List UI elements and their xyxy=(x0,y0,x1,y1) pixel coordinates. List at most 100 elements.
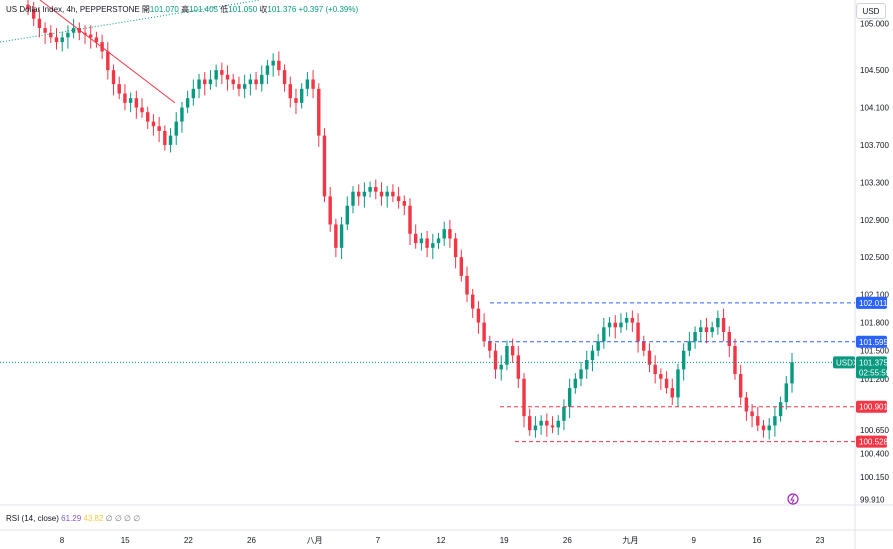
candle-body xyxy=(499,364,503,370)
open-value: 101.070 xyxy=(149,5,179,14)
current-price-label: 101.375 xyxy=(859,358,888,367)
candle-body xyxy=(596,341,600,351)
candle-body xyxy=(431,243,435,248)
candle-body xyxy=(488,341,492,351)
candle-body xyxy=(248,79,253,85)
candle-body xyxy=(265,65,270,75)
candle-body xyxy=(146,112,150,122)
candle-body xyxy=(556,420,560,428)
candle-body xyxy=(579,369,583,379)
candle-body xyxy=(168,135,173,145)
candle-body xyxy=(602,327,606,342)
candle-body xyxy=(174,121,178,136)
time-tick-label: 12 xyxy=(437,536,446,545)
candle-body xyxy=(750,411,754,417)
candle-body xyxy=(419,238,424,244)
candle-body xyxy=(345,205,349,225)
candle-body xyxy=(567,388,572,407)
lightning-icon[interactable] xyxy=(787,493,799,505)
time-tick-label: 22 xyxy=(184,536,193,545)
candle-body xyxy=(767,425,771,431)
change-value: +0.397 (+0.39%) xyxy=(298,5,359,14)
price-tick-label: 103.700 xyxy=(860,141,889,150)
candle-body xyxy=(339,224,344,248)
trend-line xyxy=(39,0,176,104)
candle-body xyxy=(630,317,635,323)
candle-body xyxy=(727,331,731,347)
candle-body xyxy=(260,74,264,85)
level-tag xyxy=(856,400,887,413)
low-label: 低 xyxy=(220,5,229,14)
candle-body xyxy=(294,98,298,103)
symbol-info: US Dollar Index, 4h, PEPPERSTONE 開101.07… xyxy=(6,4,358,15)
price-tick-label: 100.400 xyxy=(860,450,889,459)
candle-body xyxy=(374,187,378,192)
currency-button[interactable]: USD xyxy=(856,3,886,19)
candle-body xyxy=(123,93,127,103)
candle-body xyxy=(277,60,281,71)
candle-body xyxy=(642,341,646,351)
candle-body xyxy=(317,88,321,136)
candle-body xyxy=(533,425,538,431)
candle-body xyxy=(180,107,184,122)
candle-body xyxy=(362,191,367,197)
candle-body xyxy=(71,28,76,33)
price-tick-label: 99.910 xyxy=(860,495,885,504)
candle-body xyxy=(761,425,766,431)
candle-body xyxy=(163,130,167,145)
candle-body xyxy=(522,378,526,417)
price-tick-label: 100.150 xyxy=(860,473,889,482)
open-label: 開 xyxy=(141,5,150,14)
candle-body xyxy=(328,196,332,225)
candle-body xyxy=(619,322,623,328)
candle-body xyxy=(94,37,99,43)
candle-body xyxy=(54,37,59,43)
candle-body xyxy=(60,37,64,43)
candle-body xyxy=(379,191,384,197)
time-tick-label: 九月 xyxy=(623,536,639,545)
candle-body xyxy=(26,4,30,10)
price-tick-label: 104.100 xyxy=(860,104,889,113)
candle-body xyxy=(721,317,726,332)
candle-body xyxy=(516,355,521,379)
rsi-extra: ∅ ∅ ∅ ∅ xyxy=(105,514,141,523)
rsi-value: 61.29 xyxy=(61,514,82,523)
candle-body xyxy=(687,341,692,351)
candle-body xyxy=(128,98,133,103)
high-label: 高 xyxy=(181,5,190,14)
candle-body xyxy=(459,257,464,276)
countdown-label: 02:55:59 xyxy=(859,368,891,377)
candle-body xyxy=(208,79,213,85)
candle-body xyxy=(89,34,93,38)
level-tag xyxy=(856,335,887,348)
candle-body xyxy=(413,233,418,244)
candle-body xyxy=(550,425,555,428)
candle-body xyxy=(624,317,629,323)
candle-body xyxy=(111,70,116,85)
candle-body xyxy=(653,364,657,375)
level-tag-label: 102.011 xyxy=(859,299,888,308)
candle-body xyxy=(242,84,247,89)
candle-body xyxy=(442,229,446,239)
close-value: 101.376 xyxy=(267,5,297,14)
time-tick-label: 八月 xyxy=(307,536,323,545)
low-value: 101.050 xyxy=(228,5,258,14)
candle-body xyxy=(784,383,789,403)
candle-body xyxy=(231,79,235,85)
candle-body xyxy=(436,238,441,244)
candle-body xyxy=(237,84,241,89)
candle-body xyxy=(334,224,338,248)
time-tick-label: 26 xyxy=(247,536,256,545)
candle-body xyxy=(43,28,47,33)
trend-line-dotted xyxy=(0,0,261,43)
candle-body xyxy=(356,191,361,197)
candle-body xyxy=(756,416,760,426)
high-value: 101.405 xyxy=(189,5,218,14)
candle-body xyxy=(545,420,549,426)
candle-body xyxy=(140,107,144,113)
candle-body xyxy=(254,79,258,85)
candle-body xyxy=(790,362,794,384)
price-tick-label: 101.200 xyxy=(860,375,889,384)
price-tick-label: 104.500 xyxy=(860,66,889,75)
